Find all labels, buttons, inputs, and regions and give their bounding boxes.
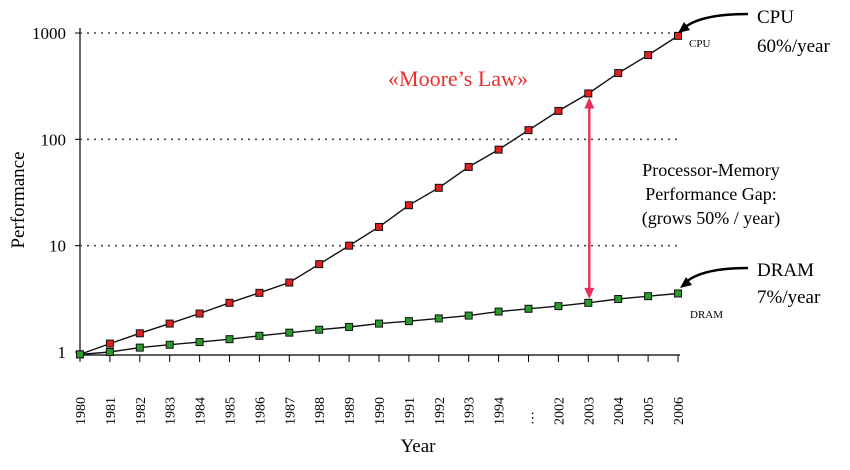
dram-point — [76, 350, 84, 359]
x-tick-label: 2006 — [672, 397, 687, 425]
x-axis-label: Year — [400, 436, 436, 457]
cpu-callout-arrow — [683, 12, 749, 29]
x-tick-label: 1981 — [104, 397, 119, 425]
x-tick-label: 1988 — [313, 397, 328, 425]
axis-ticks — [75, 32, 679, 362]
x-tick-label: 1984 — [194, 397, 209, 425]
cpu-callout-rate: 60%/year — [757, 36, 830, 57]
cpu-point — [315, 260, 324, 269]
gap-arrow — [584, 97, 595, 299]
dram-point — [195, 338, 204, 347]
y-tick-label: 10 — [49, 237, 66, 256]
dram-point — [494, 307, 503, 316]
dram-series-tag: DRAM — [690, 309, 723, 321]
x-tick-label: 1993 — [463, 397, 478, 425]
x-tick-label: 1994 — [493, 397, 508, 425]
cpu-point — [584, 89, 593, 98]
cpu-point — [255, 288, 264, 297]
cpu-point — [345, 241, 354, 250]
y-tick-labels: 1 10 100 1000 — [32, 24, 66, 362]
dram-point — [674, 289, 682, 298]
cpu-point — [434, 183, 443, 192]
grid-lines — [80, 32, 678, 247]
cpu-point — [165, 319, 174, 328]
dram-callout-arrowhead — [680, 277, 692, 288]
cpu-point — [285, 278, 294, 287]
gap-label-line-1: Processor-Memory — [642, 160, 780, 180]
x-tick-label: 1987 — [283, 397, 298, 425]
cpu-callout-arrowhead — [678, 22, 690, 33]
x-tick-label: 1982 — [134, 397, 149, 425]
x-tick-label: 1989 — [343, 397, 358, 425]
x-tick-label: … — [523, 411, 538, 425]
cpu-point — [644, 51, 653, 60]
dram-callout-arrow — [685, 266, 749, 283]
cpu-callout-label: CPU — [757, 7, 794, 28]
cpu-series-tag: CPU — [689, 38, 710, 50]
cpu-point — [554, 106, 563, 115]
x-tick-label: 1980 — [74, 397, 89, 425]
cpu-point — [135, 329, 144, 338]
cpu-point — [225, 298, 234, 307]
cpu-point — [105, 339, 114, 348]
dram-point — [614, 295, 623, 304]
dram-point — [434, 314, 443, 323]
gap-label-line-2: Performance Gap: — [645, 184, 776, 204]
cpu-point — [464, 162, 473, 171]
cpu-point — [674, 31, 682, 40]
y-axis-label: Performance — [8, 151, 29, 248]
x-tick-label: 1990 — [373, 397, 388, 425]
dram-callout-label: DRAM — [757, 260, 814, 281]
dram-point — [554, 302, 563, 311]
gap-arrow-head-down — [584, 287, 595, 299]
x-tick-label: 1985 — [224, 397, 239, 425]
dram-point — [345, 322, 354, 331]
gap-label-line-3: (grows 50% / year) — [642, 208, 780, 229]
x-tick-label: 1992 — [433, 397, 448, 425]
dram-point — [375, 319, 383, 328]
dram-point — [255, 331, 264, 340]
y-tick-label: 1000 — [32, 24, 66, 43]
cpu-point — [195, 309, 204, 318]
dram-point — [524, 304, 533, 313]
dram-point — [315, 325, 324, 334]
gap-arrow-head-up — [584, 97, 595, 109]
y-tick-label: 1 — [58, 343, 67, 362]
x-tick-label: 2005 — [642, 397, 657, 425]
dram-point — [285, 328, 294, 337]
dram-point — [135, 343, 144, 352]
cpu-point — [375, 222, 383, 231]
x-tick-label: 1986 — [253, 397, 268, 425]
dram-point — [404, 317, 413, 326]
dram-point — [105, 348, 114, 356]
cpu-point — [404, 201, 413, 210]
x-tick-label: 2003 — [582, 397, 597, 425]
dram-point — [584, 298, 593, 307]
x-tick-label: 1991 — [403, 397, 418, 425]
cpu-point — [614, 69, 623, 78]
x-tick-labels: 1980 1981 1982 1983 1984 1985 1986 1987 1988 1989… — [74, 397, 687, 425]
dram-point — [165, 340, 174, 349]
x-tick-label: 1983 — [164, 397, 179, 425]
y-tick-label: 100 — [41, 130, 67, 149]
cpu-point — [524, 126, 533, 135]
dram-point — [464, 311, 473, 320]
x-tick-label: 2002 — [552, 397, 567, 425]
moores-law-label: «Moore’s Law» — [388, 66, 528, 91]
series-points — [76, 31, 682, 359]
cpu-point — [494, 145, 503, 154]
dram-point — [225, 335, 234, 344]
dram-point — [644, 292, 653, 301]
x-tick-label: 2004 — [612, 397, 627, 425]
dram-callout-rate: 7%/year — [757, 287, 821, 308]
